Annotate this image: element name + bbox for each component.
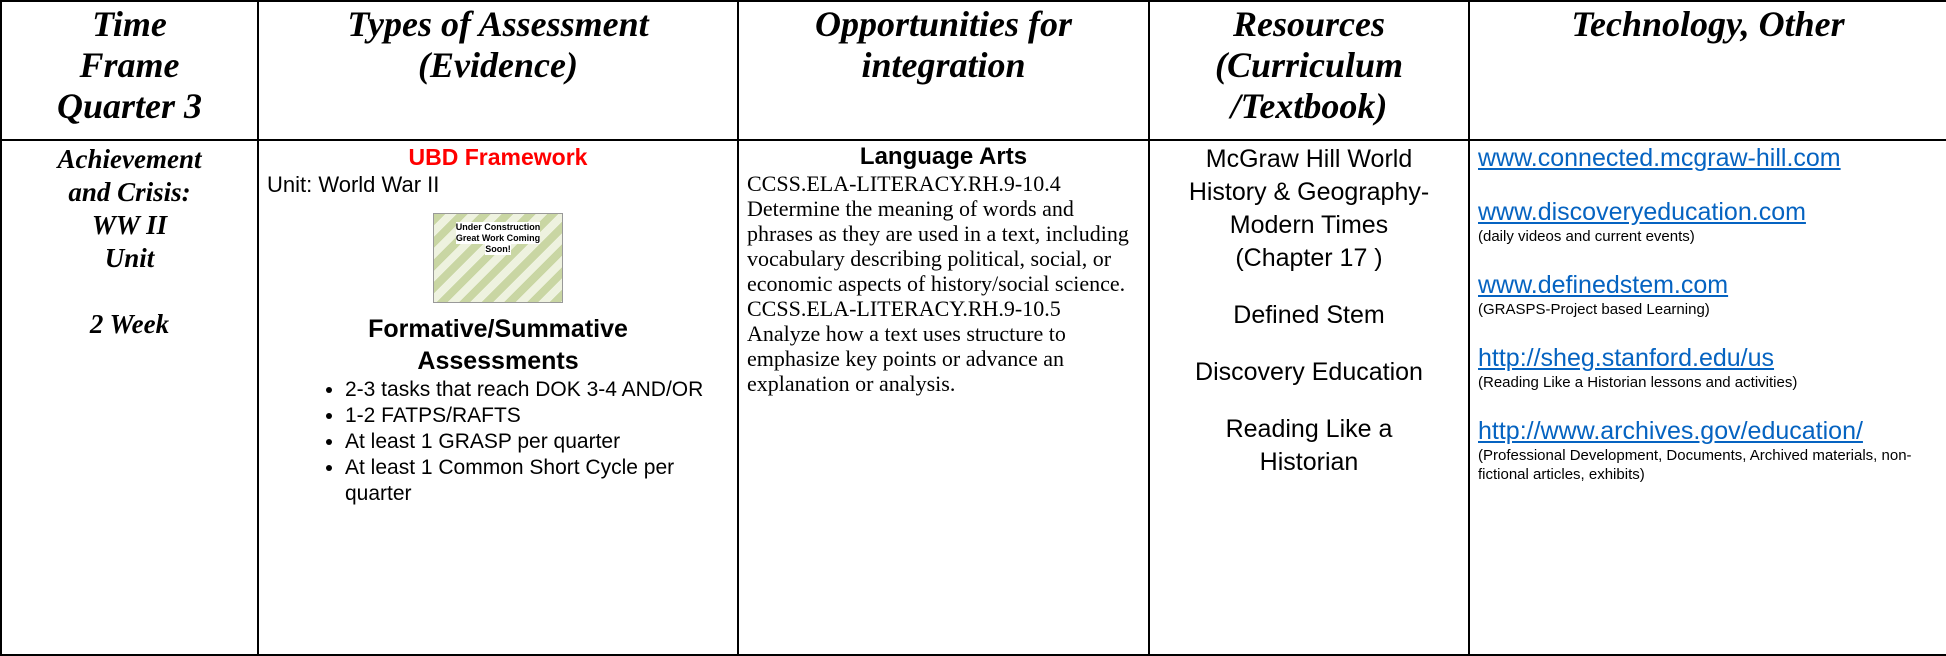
time-frame-line: WW II [91,210,168,240]
image-text: Under Construction [455,222,541,233]
assessment-item: At least 1 GRASP per quarter [345,429,729,455]
header-cell: Resources (Curriculum/Textbook) [1148,0,1470,141]
link-note: (daily videos and current events) [1478,228,1695,245]
standard-text: CCSS.ELA-LITERACY.RH.9-10.5 [747,296,1061,321]
unit-name: Unit: World War II [267,172,440,197]
construction-image: Under Construction Great Work Coming Soon! [433,213,563,303]
technology-item: www.connected.mcgraw-hill.com [1478,143,1938,173]
framework-heading: UBD Framework [408,144,588,170]
link-note: (Reading Like a Historian lessons and ac… [1478,374,1798,391]
time-frame-line: Achievement [57,144,202,174]
link[interactable]: http://www.archives.gov/education/ [1478,417,1863,445]
duration: 2 Week [89,309,170,339]
assessments-heading: Formative/Summative Assessments [368,315,628,375]
technology-cell: www.connected.mcgraw-hill.com www.discove… [1468,139,1946,656]
header-line: Opportunities for [814,4,1073,44]
technology-item: http://www.archives.gov/education/(Profe… [1478,416,1938,484]
link[interactable]: http://sheg.stanford.edu/us [1478,344,1775,372]
link-note: (GRASPS-Project based Learning) [1478,301,1710,318]
header-cell: Types of Assessment (Evidence) [257,0,739,141]
technology-item: www.discoveryeducation.com (daily videos … [1478,197,1938,246]
time-frame-line: and Crisis: [68,177,191,207]
header-row: Time Frame Quarter 3 Types of Assessment (Ev… [0,0,1946,141]
image-text: Soon! [485,244,511,255]
resource-item: Defined Stem [1233,301,1385,329]
standard-text: CCSS.ELA-LITERACY.RH.9-10.4 [747,171,1061,196]
header-line: (Evidence) [418,45,578,85]
resource-item: Discovery Education [1195,358,1423,386]
time-frame-cell: Achievement and Crisis: WW II Unit 2 Week [0,139,259,656]
integration-heading: Language Arts [859,143,1028,170]
header-line: Types of Assessment [347,4,649,44]
link[interactable]: www.definedstem.com [1478,271,1729,299]
resource-item: Reading Like a Historian [1225,415,1393,476]
image-text: Great Work Coming [455,233,541,244]
header-line: Time [92,4,167,44]
header-cell: Technology, Other [1468,0,1946,141]
integration-cell: Language Arts CCSS.ELA-LITERACY.RH.9-10.4… [737,139,1150,656]
header-line: (Curriculum [1214,45,1404,85]
assessment-list: 2-3 tasks that reach DOK 3-4 AND/OR1-2 F… [267,377,729,507]
resource-item: McGraw Hill World History & Geography- M… [1188,145,1430,272]
header-line: Resources [1233,4,1385,44]
assessment-cell: UBD Framework Unit: World War II Under Con… [257,139,739,656]
link[interactable]: www.discoveryeducation.com [1478,198,1806,226]
header-line: /Textbook) [1230,86,1388,126]
link[interactable]: www.connected.mcgraw-hill.com [1478,144,1841,172]
header-line: integration [861,45,1026,85]
time-frame-line: Unit [104,243,155,273]
technology-item: www.definedstem.com (GRASPS-Project based… [1478,270,1938,319]
standard-text: Analyze how a text uses structure to emp… [747,321,1066,396]
header-line: Technology, Other [1571,4,1845,44]
technology-item: http://sheg.stanford.edu/us (Reading Like… [1478,343,1938,392]
body-row: Achievement and Crisis: WW II Unit 2 Week UB… [0,139,1946,656]
assessment-item: 2-3 tasks that reach DOK 3-4 AND/OR [345,377,729,403]
assessment-item: At least 1 Common Short Cycle per quarte… [345,455,729,507]
header-line: Quarter 3 [56,86,203,126]
header-line: Frame [79,45,180,85]
assessment-item: 1-2 FATPS/RAFTS [345,403,729,429]
header-cell: Time Frame Quarter 3 [0,0,259,141]
standard-text: Determine the meaning of words and phras… [747,196,1129,296]
resources-cell: McGraw Hill World History & Geography- M… [1148,139,1470,656]
header-cell: Opportunities for integration [737,0,1150,141]
spacer [10,275,249,308]
link-note: (Professional Development, Documents, Ar… [1478,447,1912,483]
